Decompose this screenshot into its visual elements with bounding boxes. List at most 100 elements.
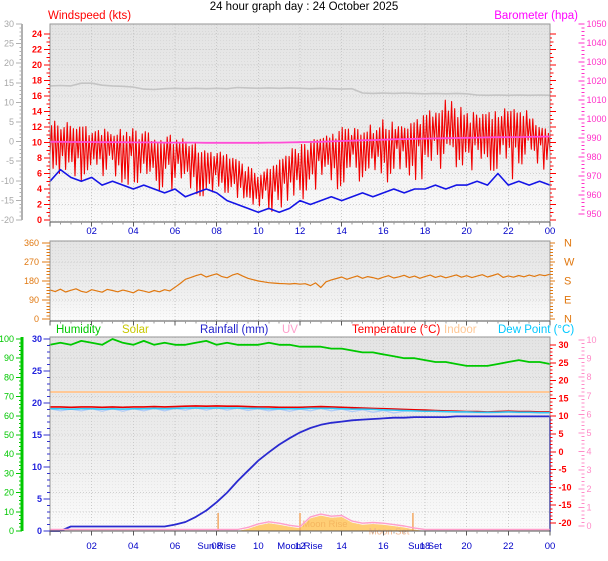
svg-text:-20: -20: [1, 215, 14, 225]
svg-text:180: 180: [24, 276, 39, 286]
svg-text:06: 06: [170, 541, 181, 552]
svg-text:9: 9: [587, 354, 592, 364]
svg-text:E: E: [564, 295, 571, 307]
svg-text:-20: -20: [559, 518, 572, 528]
moon-rise-plot-label: Moon Rise: [302, 519, 347, 530]
svg-text:100: 100: [0, 334, 14, 344]
legend-item-temperature: Temperature (°C): [352, 324, 441, 336]
svg-text:30: 30: [559, 340, 569, 350]
svg-text:10: 10: [253, 541, 264, 552]
sun-moon-axis-label: Sun Rise: [197, 541, 236, 552]
svg-text:4: 4: [37, 184, 42, 194]
svg-text:7: 7: [587, 391, 592, 401]
sun-moon-axis-label: Moon Rise: [277, 541, 322, 552]
svg-text:12: 12: [295, 541, 306, 552]
svg-text:-15: -15: [1, 195, 14, 205]
svg-text:22: 22: [32, 45, 42, 55]
svg-text:1000: 1000: [587, 114, 607, 124]
svg-text:50: 50: [4, 430, 14, 440]
legend-item-humidity: Humidity: [56, 324, 101, 336]
svg-text:10: 10: [587, 335, 597, 345]
svg-text:12: 12: [295, 226, 306, 237]
svg-text:80: 80: [4, 372, 14, 382]
moon-set-plot-label: Moon Set: [369, 527, 410, 538]
svg-text:-10: -10: [1, 176, 14, 186]
svg-text:15: 15: [32, 430, 42, 440]
barometer-series: [49, 135, 551, 144]
uv-series: [49, 513, 551, 531]
svg-text:20: 20: [461, 226, 472, 237]
svg-text:25: 25: [32, 366, 42, 376]
svg-text:22: 22: [503, 226, 514, 237]
svg-text:20: 20: [4, 488, 14, 498]
svg-text:02: 02: [86, 226, 97, 237]
windspeed-barometer-chart: 02 04 06 08 10 12 14 16 18 20 22 00302520151050-5-1…: [1, 19, 607, 237]
svg-text:1010: 1010: [587, 95, 607, 105]
legend: Humidity Solar Rainfall (mm) UV Temperat…: [0, 324, 608, 337]
gray-trend-line: [49, 82, 551, 97]
svg-text:0: 0: [37, 215, 42, 225]
svg-text:15: 15: [559, 393, 569, 403]
rainfall-series: [49, 415, 551, 532]
svg-text:5: 5: [587, 428, 592, 438]
svg-text:00: 00: [545, 226, 556, 237]
svg-text:90: 90: [4, 353, 14, 363]
svg-text:18: 18: [420, 541, 431, 552]
svg-text:S: S: [564, 276, 571, 288]
svg-text:970: 970: [587, 171, 602, 181]
svg-text:90: 90: [29, 295, 39, 305]
svg-text:4: 4: [587, 447, 592, 457]
page-title: 24 hour graph day : 24 October 2025: [209, 1, 399, 13]
svg-text:-15: -15: [559, 500, 572, 510]
svg-text:960: 960: [587, 190, 602, 200]
svg-text:-5: -5: [559, 465, 567, 475]
svg-text:1040: 1040: [587, 38, 607, 48]
svg-text:1: 1: [587, 502, 592, 512]
windspeed-axis-label: Windspeed (kts): [48, 10, 132, 22]
svg-text:10: 10: [559, 411, 569, 421]
dew-point-series: [49, 407, 551, 414]
svg-text:16: 16: [378, 226, 389, 237]
svg-text:25: 25: [559, 358, 569, 368]
svg-text:950: 950: [587, 209, 602, 219]
svg-text:360: 360: [24, 238, 39, 248]
svg-text:N: N: [564, 314, 572, 326]
svg-text:14: 14: [32, 107, 42, 117]
svg-text:10: 10: [32, 462, 42, 472]
svg-text:18: 18: [420, 226, 431, 237]
svg-text:0: 0: [37, 526, 42, 536]
legend-item-solar: Solar: [122, 324, 149, 336]
svg-text:8: 8: [587, 372, 592, 382]
svg-text:00: 00: [545, 541, 556, 552]
svg-text:0: 0: [9, 137, 14, 147]
svg-text:08: 08: [211, 541, 222, 552]
svg-text:-10: -10: [559, 482, 572, 492]
svg-text:16: 16: [32, 91, 42, 101]
svg-text:22: 22: [503, 541, 514, 552]
svg-text:5: 5: [37, 494, 42, 504]
svg-text:10: 10: [4, 97, 14, 107]
svg-text:18: 18: [32, 76, 42, 86]
svg-text:1030: 1030: [587, 57, 607, 67]
legend-item-rainfall: Rainfall (mm): [200, 324, 269, 336]
svg-text:14: 14: [336, 541, 347, 552]
svg-text:1050: 1050: [587, 19, 607, 29]
legend-item-indoor: Indoor: [444, 324, 477, 336]
wind-gust-series: [49, 99, 551, 212]
svg-text:06: 06: [170, 226, 181, 237]
svg-text:20: 20: [4, 58, 14, 68]
svg-text:30: 30: [4, 468, 14, 478]
svg-text:980: 980: [587, 152, 602, 162]
svg-text:20: 20: [32, 60, 42, 70]
svg-text:-5: -5: [6, 156, 14, 166]
svg-text:16: 16: [378, 541, 389, 552]
sun-moon-axis-label: Sun Set: [408, 541, 442, 552]
svg-text:25: 25: [4, 39, 14, 49]
svg-text:24: 24: [32, 29, 42, 39]
svg-text:04: 04: [128, 541, 139, 552]
svg-text:12: 12: [32, 122, 42, 132]
